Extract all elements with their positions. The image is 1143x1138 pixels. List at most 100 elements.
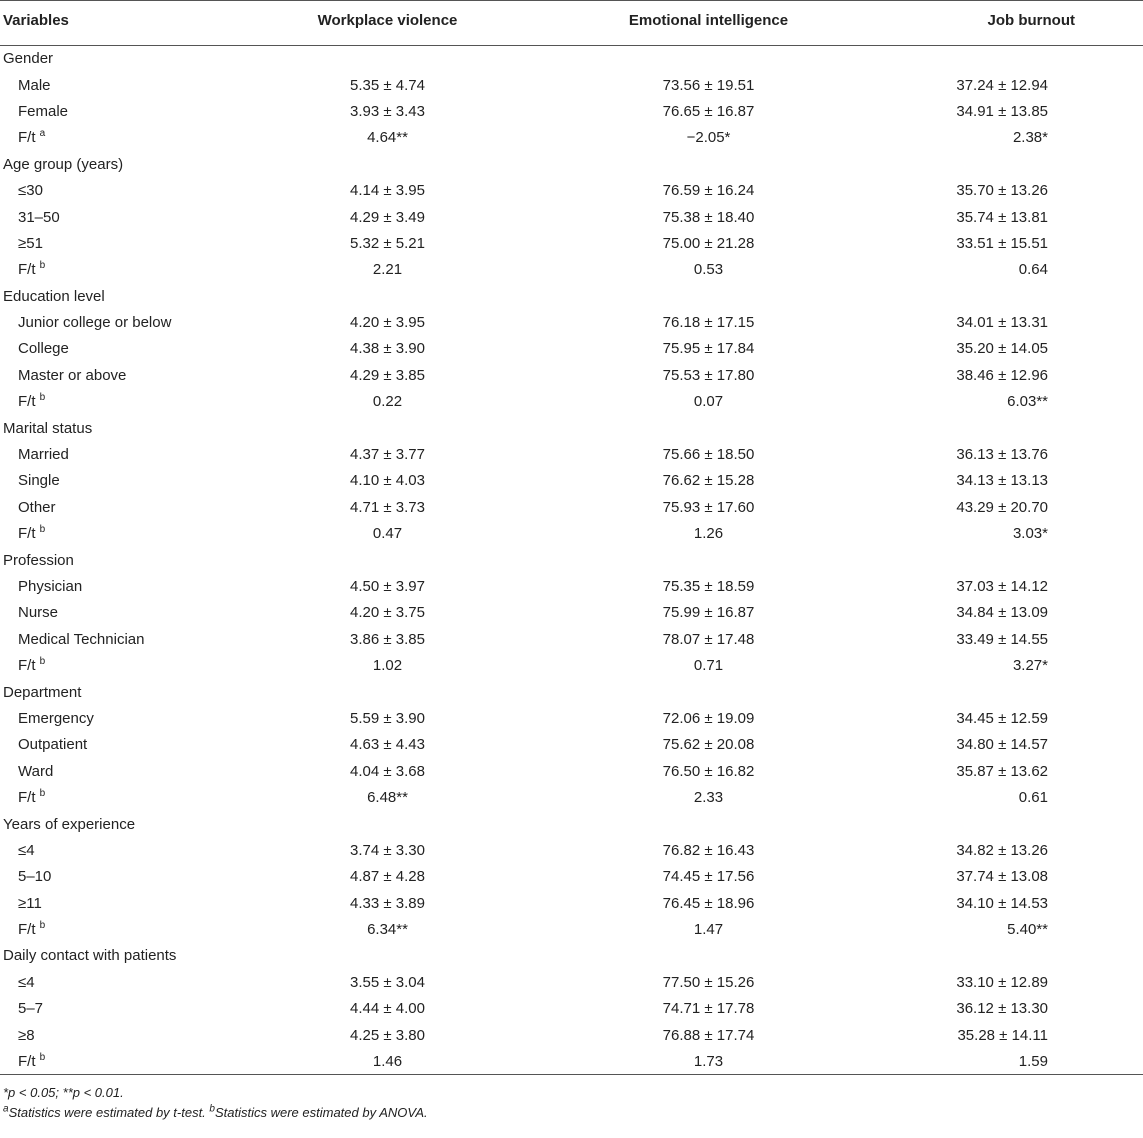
row-label: F/t b	[0, 916, 230, 942]
cell-workplace-violence: 2.21	[372, 261, 403, 279]
table-row: 31–50 4.29 ± 3.49 75.38 ± 18.40 35.74 ± 13.…	[0, 204, 1143, 230]
stat-row: F/t b 1.46 1.73 1.59	[0, 1048, 1143, 1076]
stat-row: F/t b 6.34** 1.47 5.40**	[0, 916, 1143, 942]
table-row: Medical Technician 3.86 ± 3.85 78.07 ± 17.…	[0, 626, 1143, 652]
cell-emotional-intelligence: 1.73	[545, 1048, 872, 1076]
row-label: Nurse	[0, 600, 230, 626]
cell-job-burnout: 33.51 ± 15.51	[956, 234, 1048, 252]
row-label: Emergency	[0, 705, 230, 731]
row-label-text: ≥11	[18, 894, 42, 912]
cell-workplace-violence: 3.55 ± 3.04	[350, 973, 425, 991]
table-row: Single 4.10 ± 4.03 76.62 ± 15.28 34.13 ± 13…	[0, 468, 1143, 494]
group-label: Daily contact with patients	[0, 943, 230, 969]
cell-workplace-violence: 4.63 ± 4.43	[350, 736, 425, 754]
cell-workplace-violence: 4.71 ± 3.73	[350, 498, 425, 516]
row-label: F/t b	[0, 389, 230, 415]
cell-workplace-violence: 4.64**	[367, 129, 408, 147]
row-label: Outpatient	[0, 732, 230, 758]
table-row: Ward 4.04 ± 3.68 76.50 ± 16.82 35.87 ± 13.6…	[0, 758, 1143, 784]
cell-emotional-intelligence: 76.45 ± 18.96	[662, 894, 755, 912]
table-row: ≥51 5.32 ± 5.21 75.00 ± 21.28 33.51 ± 15.51	[0, 230, 1143, 256]
cell-workplace-violence: 4.87 ± 4.28	[350, 868, 425, 886]
cell-emotional-intelligence: 75.00 ± 21.28	[662, 234, 755, 252]
cell-emotional-intelligence	[545, 811, 872, 837]
row-label-text: Marital status	[3, 419, 93, 437]
cell-job-burnout: 0.61	[1018, 789, 1048, 807]
cell-workplace-violence	[230, 415, 545, 441]
cell-workplace-violence: 4.33 ± 3.89	[350, 894, 425, 912]
cell-workplace-violence: 6.34**	[367, 921, 408, 939]
row-label-text: Junior college or below	[18, 314, 172, 332]
row-label: College	[0, 336, 230, 362]
row-label: Junior college or below	[0, 309, 230, 335]
cell-workplace-violence: 4.29 ± 3.85	[350, 366, 425, 384]
group-label: Years of experience	[0, 811, 230, 837]
row-label: F/t b	[0, 521, 230, 547]
row-label-text: Single	[18, 472, 60, 490]
cell-job-burnout: 34.45 ± 12.59	[956, 709, 1048, 727]
cell-job-burnout: 34.82 ± 13.26	[956, 841, 1048, 859]
cell-workplace-violence: 5.35 ± 4.74	[350, 76, 425, 94]
row-label-text: 31–50	[18, 208, 60, 226]
footnote-b-text: Statistics were estimated by ANOVA.	[214, 1105, 428, 1121]
cell-workplace-violence: 4.25 ± 3.80	[350, 1026, 425, 1044]
row-label-text: Medical Technician	[18, 630, 145, 648]
cell-emotional-intelligence: 0.53	[693, 261, 724, 279]
table-row: Male 5.35 ± 4.74 73.56 ± 19.51 37.24 ± 12.9…	[0, 72, 1143, 98]
row-label: ≤4	[0, 969, 230, 995]
cell-job-burnout	[872, 943, 1143, 969]
cell-job-burnout: 1.59	[872, 1048, 1143, 1076]
group-header-row: Education level	[0, 283, 1143, 309]
group-header-row: Gender	[0, 46, 1143, 72]
cell-workplace-violence: 4.38 ± 3.90	[350, 340, 425, 358]
table-row: 5–10 4.87 ± 4.28 74.45 ± 17.56 37.74 ± 13.0…	[0, 864, 1143, 890]
row-label-text: F/t	[18, 657, 36, 675]
row-label: ≤30	[0, 177, 230, 203]
row-label-text: ≥8	[18, 1026, 35, 1044]
group-label: Marital status	[0, 415, 230, 441]
row-label-text: Ward	[18, 762, 54, 780]
cell-emotional-intelligence: 76.18 ± 17.15	[662, 314, 755, 332]
row-label-text: Age group (years)	[3, 155, 124, 173]
row-label-text: ≤4	[18, 973, 35, 991]
footnote-marker: a	[39, 128, 46, 140]
cell-job-burnout: 5.40**	[1007, 921, 1048, 939]
group-label: Gender	[0, 46, 230, 72]
table-row: 5–7 4.44 ± 4.00 74.71 ± 17.78 36.12 ± 13.30	[0, 996, 1143, 1022]
cell-workplace-violence: 6.48**	[367, 789, 408, 807]
row-label: Master or above	[0, 362, 230, 388]
group-header-row: Department	[0, 679, 1143, 705]
footnote-marker: b	[39, 524, 46, 536]
cell-job-burnout: 36.12 ± 13.30	[956, 1000, 1048, 1018]
table-row: Married 4.37 ± 3.77 75.66 ± 18.50 36.13 ± 1…	[0, 441, 1143, 467]
table-row: Outpatient 4.63 ± 4.43 75.62 ± 20.08 34.80 …	[0, 732, 1143, 758]
table-row: Master or above 4.29 ± 3.85 75.53 ± 17.80 3…	[0, 362, 1143, 388]
cell-workplace-violence: 5.32 ± 5.21	[350, 234, 425, 252]
cell-job-burnout: 35.20 ± 14.05	[956, 340, 1048, 358]
cell-job-burnout: 34.80 ± 14.57	[956, 736, 1048, 754]
row-label: Medical Technician	[0, 626, 230, 652]
cell-job-burnout: 43.29 ± 20.70	[956, 498, 1048, 516]
cell-workplace-violence: 4.04 ± 3.68	[350, 762, 425, 780]
group-header-row: Marital status	[0, 415, 1143, 441]
cell-job-burnout: 34.10 ± 14.53	[956, 894, 1048, 912]
row-label: F/t b	[0, 652, 230, 678]
stat-row: F/t b 1.02 0.71 3.27*	[0, 652, 1143, 678]
cell-emotional-intelligence: 77.50 ± 15.26	[662, 973, 755, 991]
footnote-a-text: Statistics were estimated by t-test.	[8, 1105, 206, 1121]
cell-workplace-violence	[230, 811, 545, 837]
cell-workplace-violence: 3.86 ± 3.85	[350, 630, 425, 648]
cell-job-burnout	[872, 415, 1143, 441]
cell-workplace-violence: 4.20 ± 3.75	[350, 604, 425, 622]
footnote-significance-text: *p < 0.05; **p < 0.01.	[3, 1085, 124, 1101]
row-label-text: Nurse	[18, 604, 59, 622]
cell-emotional-intelligence	[545, 547, 872, 573]
row-label: 5–7	[0, 996, 230, 1022]
row-label-text: Daily contact with patients	[3, 947, 177, 965]
row-label-text: Female	[18, 102, 69, 120]
cell-job-burnout: 34.84 ± 13.09	[956, 604, 1048, 622]
cell-job-burnout: 37.24 ± 12.94	[956, 76, 1048, 94]
row-label: Single	[0, 468, 230, 494]
cell-workplace-violence: 5.59 ± 3.90	[350, 709, 425, 727]
row-label: ≥51	[0, 230, 230, 256]
